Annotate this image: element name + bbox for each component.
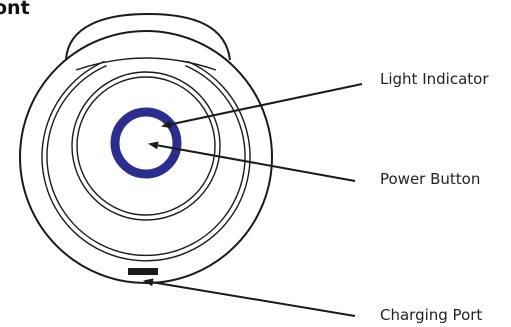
- light-indicator-label: Light Indicator: [380, 70, 489, 88]
- power-button: [124, 121, 168, 165]
- section-heading: ont: [0, 0, 30, 19]
- light-indicator-leader: [161, 83, 363, 129]
- charging-port-label: Charging Port: [380, 306, 482, 324]
- inner-ring-outer: [71, 71, 221, 221]
- top-notch: [65, 12, 231, 61]
- power-button-label: Power Button: [380, 170, 480, 188]
- light-indicator-ring: [110, 107, 182, 179]
- outer-groove-ring-inner: [46, 64, 246, 257]
- outer-groove-ring: [41, 60, 251, 262]
- notch-edge: [75, 57, 217, 71]
- inner-ring-inner: [76, 76, 216, 216]
- charging-port-leader: [143, 278, 356, 317]
- power-button-leader: [148, 141, 356, 182]
- charging-port: [128, 268, 158, 275]
